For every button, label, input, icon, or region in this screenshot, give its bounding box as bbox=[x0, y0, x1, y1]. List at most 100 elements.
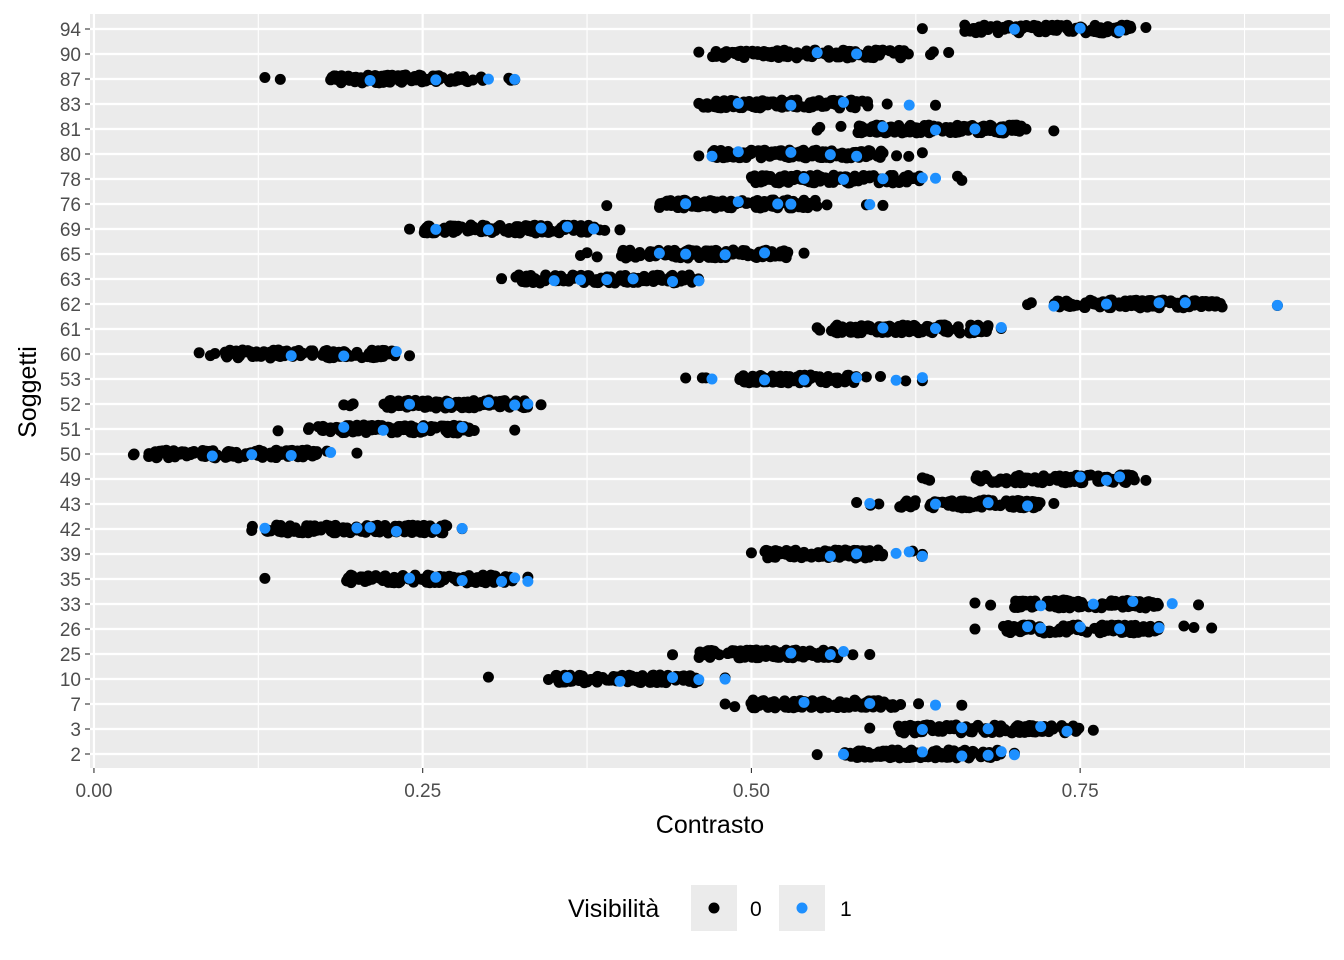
point-vis1 bbox=[719, 249, 731, 261]
point-vis0 bbox=[605, 674, 617, 686]
x-axis: 0.00 0.25 0.50 0.75 bbox=[75, 768, 1099, 802]
point-vis0 bbox=[752, 145, 764, 157]
point-vis1 bbox=[864, 498, 876, 510]
point-vis0 bbox=[303, 422, 315, 434]
point-vis0 bbox=[494, 399, 506, 411]
point-vis0 bbox=[995, 473, 1007, 485]
point-vis1 bbox=[1035, 600, 1047, 612]
point-vis0 bbox=[1211, 296, 1223, 308]
y-tick-label: 76 bbox=[60, 195, 81, 216]
point-vis0 bbox=[855, 127, 867, 139]
point-vis1 bbox=[982, 497, 994, 509]
point-vis1 bbox=[1035, 721, 1047, 733]
point-vis0 bbox=[274, 73, 286, 85]
point-vis0 bbox=[482, 671, 494, 683]
point-vis0 bbox=[907, 323, 919, 335]
point-vis1 bbox=[837, 173, 849, 185]
point-vis1 bbox=[759, 247, 771, 259]
point-vis0 bbox=[496, 273, 508, 285]
point-vis1 bbox=[1074, 22, 1086, 34]
point-vis1 bbox=[785, 198, 797, 210]
point-vis0 bbox=[350, 71, 362, 83]
y-tick-label: 61 bbox=[60, 320, 81, 341]
point-vis0 bbox=[1019, 726, 1031, 738]
point-vis0 bbox=[295, 526, 307, 538]
legend-label-1: 1 bbox=[840, 898, 852, 921]
point-vis0 bbox=[456, 402, 468, 414]
point-vis0 bbox=[1097, 626, 1109, 638]
y-tick-label: 69 bbox=[60, 220, 81, 241]
point-vis0 bbox=[1026, 22, 1038, 34]
point-vis0 bbox=[275, 523, 287, 535]
point-vis1 bbox=[509, 73, 521, 85]
legend: Visibilità 0 1 bbox=[568, 885, 852, 931]
point-vis0 bbox=[1048, 497, 1060, 509]
point-vis1 bbox=[535, 222, 547, 234]
point-vis0 bbox=[866, 549, 878, 561]
point-vis1 bbox=[930, 172, 942, 184]
point-vis0 bbox=[886, 750, 898, 762]
point-vis0 bbox=[1076, 598, 1088, 610]
point-vis0 bbox=[813, 170, 825, 182]
point-vis0 bbox=[863, 145, 875, 157]
point-vis1 bbox=[574, 274, 586, 286]
point-vis0 bbox=[969, 623, 981, 635]
point-vis1 bbox=[1008, 749, 1020, 761]
point-vis0 bbox=[1113, 297, 1125, 309]
point-vis0 bbox=[831, 319, 843, 331]
point-vis0 bbox=[221, 446, 233, 458]
point-vis0 bbox=[902, 721, 914, 733]
point-vis0 bbox=[872, 45, 884, 57]
y-tick-label: 51 bbox=[60, 420, 81, 441]
point-vis0 bbox=[365, 351, 377, 363]
point-vis1 bbox=[877, 173, 889, 185]
point-vis0 bbox=[734, 248, 746, 260]
point-vis0 bbox=[998, 620, 1010, 632]
point-vis0 bbox=[864, 171, 876, 183]
point-vis0 bbox=[394, 576, 406, 588]
point-vis0 bbox=[535, 399, 547, 411]
point-vis0 bbox=[746, 173, 758, 185]
point-vis0 bbox=[865, 751, 877, 763]
point-vis0 bbox=[1052, 625, 1064, 637]
point-vis0 bbox=[528, 276, 540, 288]
point-vis0 bbox=[1190, 297, 1202, 309]
point-vis0 bbox=[696, 372, 708, 384]
point-vis0 bbox=[1202, 296, 1214, 308]
point-vis1 bbox=[417, 422, 429, 434]
point-vis0 bbox=[942, 499, 954, 511]
y-tick-label: 39 bbox=[60, 545, 81, 566]
point-vis1 bbox=[390, 346, 402, 358]
point-vis0 bbox=[351, 447, 363, 459]
point-vis0 bbox=[411, 525, 423, 537]
point-vis0 bbox=[717, 195, 729, 207]
point-vis0 bbox=[447, 226, 459, 238]
point-vis0 bbox=[591, 251, 603, 263]
point-vis0 bbox=[1025, 297, 1037, 309]
point-vis1 bbox=[824, 649, 836, 661]
point-vis0 bbox=[895, 323, 907, 335]
point-vis0 bbox=[128, 448, 140, 460]
plot-panel bbox=[90, 14, 1330, 768]
point-vis0 bbox=[478, 573, 490, 585]
point-vis1 bbox=[1271, 299, 1283, 311]
point-vis1 bbox=[890, 374, 902, 386]
point-vis0 bbox=[920, 120, 932, 132]
point-vis0 bbox=[801, 45, 813, 57]
point-vis1 bbox=[851, 48, 863, 60]
point-vis0 bbox=[768, 97, 780, 109]
point-vis0 bbox=[338, 526, 350, 538]
point-vis0 bbox=[700, 250, 712, 262]
point-vis0 bbox=[815, 150, 827, 162]
point-vis0 bbox=[583, 270, 595, 282]
point-vis0 bbox=[1048, 21, 1060, 33]
y-tick-label: 42 bbox=[60, 520, 81, 541]
point-vis1 bbox=[811, 47, 823, 59]
point-vis1 bbox=[1114, 623, 1126, 635]
point-vis1 bbox=[561, 221, 573, 233]
point-vis0 bbox=[188, 447, 200, 459]
point-vis1 bbox=[1074, 621, 1086, 633]
point-vis0 bbox=[1009, 601, 1021, 613]
point-vis0 bbox=[1007, 119, 1019, 131]
point-vis1 bbox=[1022, 500, 1034, 512]
